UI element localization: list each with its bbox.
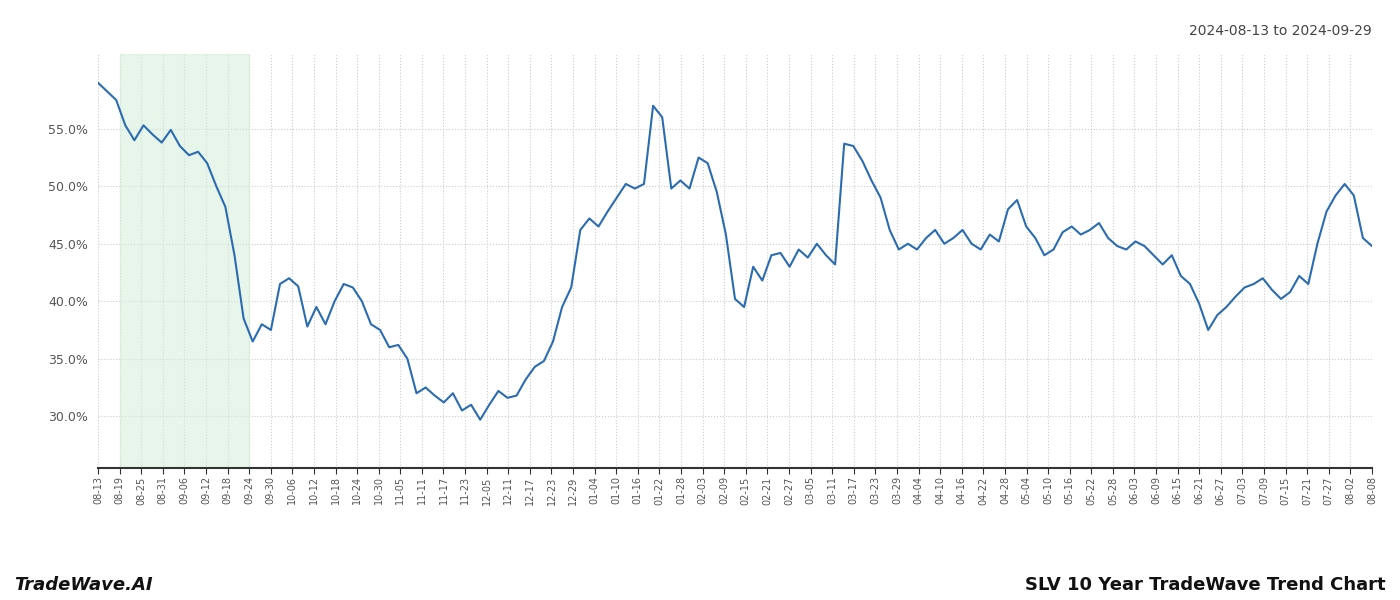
Text: 2024-08-13 to 2024-09-29: 2024-08-13 to 2024-09-29 (1189, 24, 1372, 38)
Text: TradeWave.AI: TradeWave.AI (14, 576, 153, 594)
Text: SLV 10 Year TradeWave Trend Chart: SLV 10 Year TradeWave Trend Chart (1025, 576, 1386, 594)
Bar (119, 54, 249, 468)
